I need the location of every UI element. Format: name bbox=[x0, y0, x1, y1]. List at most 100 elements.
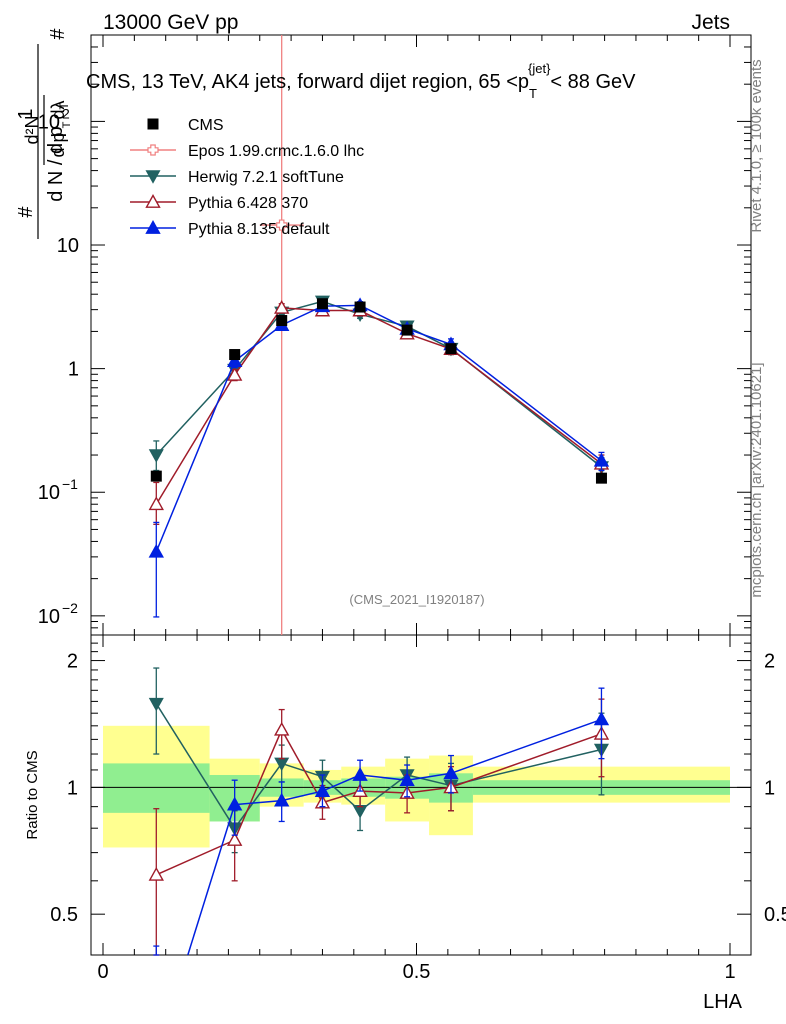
series-point bbox=[593, 452, 610, 467]
series-point bbox=[148, 496, 164, 511]
y-tick-label-ratio-right: 1 bbox=[764, 777, 775, 799]
ratio-line bbox=[450, 718, 602, 774]
ratio-line bbox=[406, 774, 452, 787]
ratio-point bbox=[226, 796, 243, 811]
series-line bbox=[155, 300, 602, 468]
ratio-line bbox=[406, 772, 452, 781]
y-label-denominator: d N / d p bbox=[45, 126, 67, 202]
legend-entry: Herwig 7.2.1 softTune bbox=[130, 169, 344, 186]
series-point bbox=[226, 366, 243, 381]
y-tick-label-main: 10 bbox=[38, 482, 60, 504]
legend-marker bbox=[145, 220, 161, 234]
main-series-3 bbox=[148, 297, 610, 618]
y-label-sub-t-2: T bbox=[61, 121, 73, 128]
ratio-point bbox=[148, 697, 164, 712]
ratio-line bbox=[322, 790, 361, 804]
legend-label: Pythia 8.135 default bbox=[188, 221, 330, 238]
legend-entry: Epos 1.99.crmc.1.6.0 lhc bbox=[130, 143, 364, 160]
chart-title: CMS, 13 TeV, AK4 jets, forward dijet reg… bbox=[86, 61, 636, 101]
ratio-panel-series bbox=[148, 667, 610, 956]
y-tick-label-main: 10 bbox=[38, 111, 60, 133]
y-label-hash-2: # bbox=[47, 28, 69, 40]
ratio-line bbox=[359, 774, 408, 781]
data-point bbox=[316, 298, 328, 310]
ratio-line bbox=[450, 733, 602, 789]
ratio-point bbox=[226, 832, 243, 846]
x-axis-label: LHA bbox=[703, 991, 743, 1013]
legend-label: Epos 1.99.crmc.1.6.0 lhc bbox=[188, 143, 364, 160]
data-point bbox=[150, 470, 162, 482]
data-point bbox=[445, 343, 457, 355]
legend: CMS Epos 1.99.crmc.1.6.0 lhc Herwig 7.2.1 … bbox=[130, 117, 364, 238]
ratio-line bbox=[281, 790, 323, 802]
legend-marker bbox=[145, 170, 161, 184]
ratio-line bbox=[281, 762, 323, 778]
main-series-1 bbox=[148, 295, 609, 479]
stat-uncertainty-band bbox=[103, 763, 210, 813]
data-point bbox=[401, 324, 413, 336]
y-tick-label-main: 1 bbox=[68, 359, 79, 381]
series-point bbox=[148, 543, 164, 558]
y-label-dp: d p bbox=[48, 132, 68, 157]
series-line bbox=[155, 304, 602, 553]
y-label-fraction: 1#d N / d pT# bbox=[15, 28, 71, 239]
ratio-line bbox=[450, 748, 602, 787]
x-tick-label: 0 bbox=[97, 961, 108, 983]
ratio-line bbox=[234, 799, 282, 806]
data-series-cms bbox=[150, 298, 607, 484]
ratio-series-2 bbox=[148, 698, 610, 956]
legend-label: Pythia 6.428 370 bbox=[188, 195, 308, 212]
series-point bbox=[226, 353, 243, 368]
ratio-point bbox=[399, 772, 415, 787]
ratio-line bbox=[187, 804, 236, 956]
data-point bbox=[276, 315, 288, 327]
chart-title-text: CMS, 13 TeV, AK4 jets, forward dijet reg… bbox=[86, 61, 636, 101]
legend-marker bbox=[147, 118, 159, 130]
ratio-line bbox=[233, 729, 283, 841]
ratio-series-1 bbox=[148, 667, 609, 854]
ratio-point bbox=[352, 804, 368, 819]
ratio-point bbox=[148, 866, 164, 881]
side-label-rivet: Rivet 4.1.0, ≥ 100k events bbox=[748, 59, 765, 232]
y-label-numerator-2: d²N bbox=[22, 115, 42, 144]
data-point bbox=[595, 472, 607, 484]
y-tick-label-main: 10 bbox=[57, 235, 79, 257]
uncertainty-bands bbox=[103, 725, 730, 848]
series-point bbox=[276, 219, 288, 231]
ratio-point bbox=[593, 711, 610, 726]
data-point bbox=[354, 301, 366, 313]
ratio-line bbox=[322, 774, 361, 792]
analysis-label: (CMS_2021_I1920187) bbox=[349, 592, 484, 607]
axis-ticks bbox=[91, 34, 751, 956]
y-label-dlambda: dλ bbox=[48, 100, 68, 119]
legend-marker bbox=[147, 144, 159, 156]
ratio-line bbox=[234, 762, 283, 829]
y-label-sub-t: T bbox=[57, 102, 71, 110]
ratio-point bbox=[443, 765, 459, 780]
y-tick-label-exponent: −1 bbox=[62, 476, 78, 492]
side-label-mcplots: mcplots.cern.ch [arXiv:2401.10621] bbox=[748, 362, 765, 597]
legend-entry: Pythia 8.135 default bbox=[130, 220, 330, 238]
y-axis-label-ratio: Ratio to CMS bbox=[24, 750, 41, 839]
legend-label: Herwig 7.2.1 softTune bbox=[188, 169, 344, 186]
y-label-one: 1 bbox=[15, 108, 37, 119]
series-line bbox=[155, 307, 602, 505]
x-tick-label: 0.5 bbox=[403, 961, 431, 983]
y-tick-label-exponent: 2 bbox=[62, 105, 70, 121]
ratio-point bbox=[314, 783, 331, 797]
y-tick-label-ratio-right: 2 bbox=[764, 651, 775, 673]
ratio-line bbox=[281, 729, 324, 803]
main-series-0 bbox=[259, 35, 304, 635]
ratio-line bbox=[359, 774, 408, 812]
header-process: Jets bbox=[691, 11, 730, 34]
ratio-line bbox=[407, 786, 452, 794]
legend-label: CMS bbox=[188, 117, 224, 134]
legend-entry: Pythia 6.428 370 bbox=[130, 194, 308, 212]
y-tick-label-ratio: 0.5 bbox=[50, 904, 78, 926]
y-tick-label-ratio: 2 bbox=[67, 651, 78, 673]
data-point bbox=[229, 349, 241, 361]
series-point bbox=[274, 299, 290, 314]
